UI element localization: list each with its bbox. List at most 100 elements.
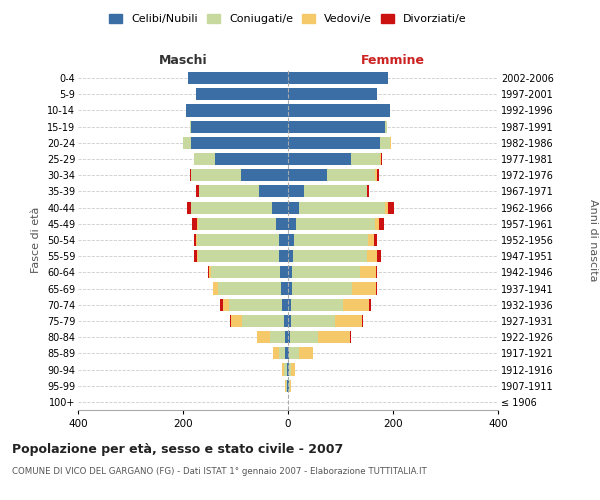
Bar [288, 186, 304, 198]
Bar [286, 348, 288, 360]
Bar [193, 153, 215, 165]
Bar [292, 266, 361, 278]
Bar [259, 186, 288, 198]
Text: Maschi: Maschi [158, 54, 208, 66]
Bar [288, 234, 295, 246]
Bar [191, 202, 272, 213]
Bar [286, 380, 287, 392]
Text: Popolazione per età, sesso e stato civile - 2007: Popolazione per età, sesso e stato civil… [12, 442, 343, 456]
Bar [288, 169, 328, 181]
Bar [385, 202, 388, 213]
Bar [288, 315, 290, 327]
Bar [286, 331, 288, 343]
Bar [242, 315, 284, 327]
Bar [290, 315, 335, 327]
Bar [191, 120, 288, 132]
Bar [381, 153, 382, 165]
Bar [218, 282, 281, 294]
Bar [288, 298, 290, 311]
Bar [279, 250, 288, 262]
Bar [282, 364, 284, 376]
Bar [185, 104, 288, 117]
Bar [269, 331, 286, 343]
Bar [277, 218, 288, 230]
Bar [199, 186, 259, 198]
Bar [361, 315, 362, 327]
Bar [352, 282, 376, 294]
Bar [198, 218, 277, 230]
Bar [370, 298, 371, 311]
Bar [220, 298, 223, 311]
Bar [288, 120, 385, 132]
Bar [229, 298, 282, 311]
Bar [223, 298, 229, 311]
Bar [291, 364, 295, 376]
Bar [319, 331, 350, 343]
Bar [299, 348, 313, 360]
Bar [288, 266, 292, 278]
Bar [192, 218, 197, 230]
Bar [280, 266, 288, 278]
Bar [374, 218, 379, 230]
Bar [183, 137, 191, 149]
Bar [187, 202, 191, 213]
Bar [211, 266, 280, 278]
Text: Femmine: Femmine [361, 54, 425, 66]
Bar [288, 137, 380, 149]
Bar [288, 250, 293, 262]
Bar [361, 266, 376, 278]
Bar [290, 380, 291, 392]
Bar [335, 315, 361, 327]
Bar [197, 234, 278, 246]
Bar [328, 169, 374, 181]
Bar [376, 282, 377, 294]
Bar [350, 331, 351, 343]
Text: COMUNE DI VICO DEL GARGANO (FG) - Dati ISTAT 1° gennaio 2007 - Elaborazione TUTT: COMUNE DI VICO DEL GARGANO (FG) - Dati I… [12, 468, 427, 476]
Bar [191, 137, 288, 149]
Bar [215, 153, 288, 165]
Bar [196, 88, 288, 101]
Bar [288, 348, 289, 360]
Bar [343, 298, 370, 311]
Bar [374, 234, 377, 246]
Bar [367, 186, 370, 198]
Bar [292, 282, 352, 294]
Bar [278, 234, 288, 246]
Bar [284, 364, 287, 376]
Legend: Celibi/Nubili, Coniugati/e, Vedovi/e, Divorziati/e: Celibi/Nubili, Coniugati/e, Vedovi/e, Di… [106, 10, 470, 28]
Bar [288, 202, 299, 213]
Bar [196, 234, 197, 246]
Bar [290, 331, 319, 343]
Bar [380, 137, 391, 149]
Bar [241, 169, 288, 181]
Y-axis label: Anni di nascita: Anni di nascita [588, 198, 598, 281]
Bar [385, 120, 387, 132]
Bar [287, 364, 288, 376]
Bar [288, 88, 377, 101]
Bar [374, 169, 377, 181]
Bar [197, 250, 198, 262]
Bar [288, 153, 351, 165]
Bar [282, 298, 288, 311]
Bar [288, 282, 292, 294]
Bar [288, 331, 290, 343]
Bar [191, 169, 241, 181]
Bar [288, 218, 296, 230]
Bar [279, 348, 286, 360]
Bar [295, 234, 368, 246]
Bar [290, 298, 343, 311]
Bar [281, 282, 288, 294]
Bar [367, 250, 377, 262]
Bar [196, 186, 199, 198]
Bar [190, 169, 191, 181]
Y-axis label: Fasce di età: Fasce di età [31, 207, 41, 273]
Bar [209, 266, 211, 278]
Bar [190, 120, 191, 132]
Bar [208, 266, 209, 278]
Bar [296, 218, 374, 230]
Bar [368, 234, 374, 246]
Bar [198, 250, 279, 262]
Bar [304, 186, 367, 198]
Bar [377, 169, 379, 181]
Bar [214, 282, 218, 294]
